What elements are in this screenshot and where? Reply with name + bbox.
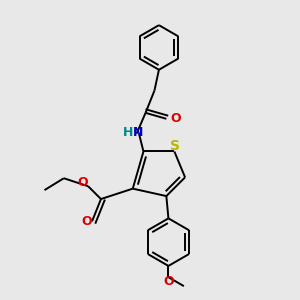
Text: S: S <box>170 139 180 152</box>
Text: N: N <box>133 126 143 139</box>
Text: H: H <box>123 126 134 139</box>
Text: O: O <box>77 176 88 189</box>
Text: O: O <box>170 112 181 125</box>
Text: O: O <box>81 215 92 228</box>
Text: O: O <box>163 275 174 289</box>
